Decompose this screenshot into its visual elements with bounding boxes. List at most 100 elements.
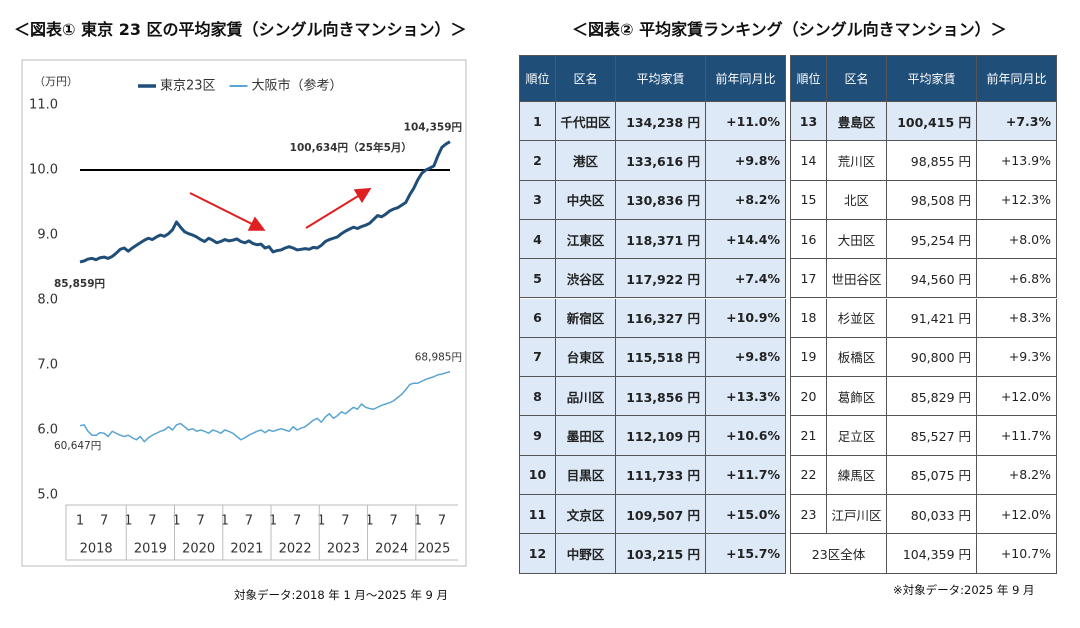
- table-cell: +13.9%: [977, 141, 1057, 181]
- table-cell: +12.0%: [977, 495, 1057, 535]
- ranking-table: 順位 区名 平均家賃 前年同月比 13 豊島区 100,415 円 +7.3% 14 荒川区 98,…: [790, 55, 1057, 574]
- table-cell: 23: [791, 495, 827, 535]
- table-cell: 111,733 円: [616, 455, 706, 495]
- header-cell: 区名: [827, 56, 887, 102]
- y-unit: （万円）: [34, 75, 78, 88]
- table-cell: 板橋区: [827, 337, 887, 378]
- table-cell: +15.7%: [706, 534, 786, 574]
- x-tick-label: 1: [221, 514, 229, 529]
- table-cell: 12: [520, 534, 556, 574]
- table-cell: 台東区: [556, 337, 616, 378]
- total-cell: 23区全体: [791, 534, 887, 574]
- table-cell: +11.7%: [706, 455, 786, 495]
- legend-label: 大阪市（参考）: [252, 78, 343, 94]
- table-cell: 10: [520, 455, 556, 495]
- table-cell: 2: [520, 141, 556, 181]
- table-cell: 1: [520, 102, 556, 142]
- table-cell: 16: [791, 219, 827, 260]
- table-cell: +7.3%: [977, 102, 1057, 142]
- table-cell: +9.8%: [706, 141, 786, 181]
- year-label: 2023: [327, 542, 360, 557]
- y-tick-label: 9.0: [37, 228, 58, 243]
- data-label: 104,359円: [404, 122, 462, 134]
- table-cell: +10.9%: [706, 298, 786, 338]
- table-cell: +13.3%: [706, 377, 786, 417]
- data-label: 60,647円: [54, 440, 101, 452]
- chart: （万円） 5.0 6.0 7.0 8.0 9.0 10.0 11.0 1 7 1 7 1 7 1 7 1 7 1 7…: [21, 59, 467, 567]
- table-cell: 葛飾区: [827, 377, 887, 417]
- y-tick-label: 7.0: [37, 358, 58, 373]
- table-cell: 江戸川区: [827, 495, 887, 535]
- header-cell: 順位: [520, 56, 556, 102]
- header-cell: 前年同月比: [977, 56, 1057, 102]
- x-tick-label: 7: [100, 514, 108, 529]
- x-tick-label: 7: [293, 514, 301, 529]
- table-title: ＜図表② 平均家賃ランキング（シングル向きマンション）＞: [572, 20, 1007, 39]
- y-tick-label: 10.0: [29, 163, 58, 178]
- table-cell: 103,215 円: [616, 534, 706, 574]
- table-cell: 94,560 円: [887, 259, 977, 299]
- table-cell: +8.2%: [706, 180, 786, 220]
- chart-title: ＜図表① 東京 23 区の平均家賃（シングル向きマンション）＞: [14, 20, 467, 39]
- chart-frame: [21, 59, 467, 567]
- x-tick-label: 1: [269, 514, 277, 529]
- table-cell: 渋谷区: [556, 259, 616, 299]
- table-cell: 14: [791, 141, 827, 181]
- table-cell: 千代田区: [556, 102, 616, 142]
- y-tick-label: 5.0: [37, 488, 58, 503]
- series-line: [79, 370, 451, 443]
- table-cell: +10.6%: [706, 416, 786, 456]
- x-tick-label: 7: [148, 514, 156, 529]
- x-tick-label: 7: [197, 514, 205, 529]
- table-cell: 90,800 円: [887, 337, 977, 378]
- table-cell: 91,421 円: [887, 298, 977, 338]
- table-cell: 22: [791, 455, 827, 495]
- table-cell: 21: [791, 416, 827, 456]
- table-cell: 足立区: [827, 416, 887, 456]
- table-cell: 130,836 円: [616, 180, 706, 220]
- table-cell: 目黒区: [556, 455, 616, 495]
- arrow: [305, 187, 372, 229]
- table-cell: 133,616 円: [616, 141, 706, 181]
- chart-note: 対象データ:2018 年 1 月～2025 年 9 月: [234, 588, 448, 602]
- table-cell: 15: [791, 180, 827, 220]
- legend-label: 東京23区: [160, 78, 216, 94]
- table-cell: 大田区: [827, 219, 887, 260]
- table-cell: 109,507 円: [616, 495, 706, 535]
- table-cell: 19: [791, 337, 827, 378]
- table-cell: +9.3%: [977, 337, 1057, 378]
- header-cell: 区名: [556, 56, 616, 102]
- table-cell: +12.0%: [977, 377, 1057, 417]
- year-label: 2018: [80, 542, 113, 557]
- table-cell: 8: [520, 377, 556, 417]
- table-cell: 113,856 円: [616, 377, 706, 417]
- table-cell: 100,415 円: [887, 102, 977, 142]
- year-label: 2020: [182, 542, 215, 557]
- table-cell: 豊島区: [827, 102, 887, 142]
- table-cell: +8.2%: [977, 455, 1057, 495]
- header-cell: 平均家賃: [887, 56, 977, 102]
- table-cell: 134,238 円: [616, 102, 706, 142]
- header-cell: 順位: [791, 56, 827, 102]
- x-tick-label: 1: [172, 514, 180, 529]
- x-tick-label: 7: [390, 514, 398, 529]
- table-cell: 118,371 円: [616, 219, 706, 260]
- table-cell: +11.7%: [977, 416, 1057, 456]
- table-cell: +8.0%: [977, 219, 1057, 260]
- x-tick-label: 1: [414, 514, 422, 529]
- table-note: ※対象データ:2025 年 9 月: [893, 583, 1035, 597]
- total-cell: 104,359 円: [887, 534, 977, 574]
- arrow: [189, 192, 266, 231]
- x-tick-label: 1: [317, 514, 325, 529]
- table-cell: 新宿区: [556, 298, 616, 338]
- table-cell: +14.4%: [706, 219, 786, 260]
- table-cell: +9.8%: [706, 337, 786, 378]
- table-cell: 墨田区: [556, 416, 616, 456]
- table-cell: 98,855 円: [887, 141, 977, 181]
- table-cell: +6.8%: [977, 259, 1057, 299]
- data-label: 68,985円: [415, 352, 462, 364]
- table-cell: 112,109 円: [616, 416, 706, 456]
- y-tick-label: 8.0: [37, 293, 58, 308]
- table-cell: 品川区: [556, 377, 616, 417]
